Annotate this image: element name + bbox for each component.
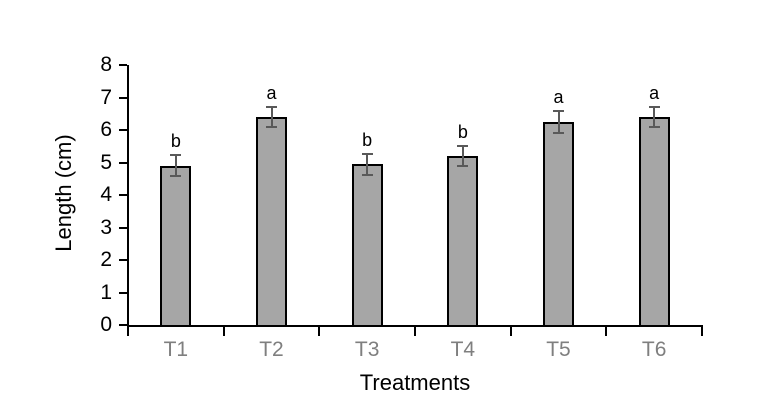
error-bar-bottom-cap [648, 125, 660, 128]
x-axis-tick [222, 327, 225, 336]
significance-letter: b [170, 131, 181, 152]
error-bar [270, 107, 273, 127]
y-axis-tick [119, 96, 127, 99]
y-axis-tick-label: 3 [100, 215, 112, 239]
y-axis-tick-label: 6 [100, 118, 112, 141]
error-bar [461, 145, 464, 167]
x-axis-tick-label: T5 [546, 338, 571, 361]
error-bar [557, 111, 560, 133]
y-axis-tick [119, 194, 127, 196]
y-axis-tick-label: 1 [100, 280, 112, 304]
bar [543, 121, 574, 327]
y-axis-tick-label: 0 [100, 313, 112, 336]
x-axis-tick [127, 327, 129, 336]
y-axis-tick [119, 129, 127, 131]
x-axis-tick-label: T6 [641, 338, 667, 361]
y-axis-tick-label: 2 [100, 248, 112, 271]
error-bar-top-cap [361, 152, 373, 155]
y-axis-tick-label: 4 [100, 183, 112, 206]
error-bar [174, 155, 177, 177]
y-axis-tick-label: 8 [100, 53, 112, 76]
x-axis-tick-label: T3 [354, 338, 380, 361]
x-axis-tick [414, 327, 416, 336]
significance-letter: a [553, 87, 564, 108]
error-bar-bottom-cap [457, 165, 469, 168]
y-axis-tick [119, 226, 127, 229]
y-axis-tick [119, 324, 127, 326]
error-bar-top-cap [170, 154, 182, 157]
x-axis-tick [701, 327, 703, 336]
x-axis-line [127, 325, 703, 327]
bar [256, 117, 287, 327]
error-bar-bottom-cap [170, 175, 182, 178]
significance-letter: b [457, 121, 468, 142]
bar [160, 165, 192, 327]
bar [638, 117, 670, 327]
y-axis-tick [119, 291, 127, 294]
error-bar-top-cap [457, 144, 469, 147]
x-axis-title: Treatments [359, 370, 471, 395]
y-axis-tick [119, 64, 127, 66]
bar [447, 156, 479, 327]
error-bar-bottom-cap [361, 173, 373, 176]
y-axis-line [127, 65, 129, 327]
bar [351, 164, 383, 327]
x-axis-tick-label: T2 [259, 338, 284, 361]
x-axis-tick-label: T1 [163, 338, 189, 361]
significance-letter: b [362, 129, 373, 150]
x-axis-tick-label: T4 [450, 338, 476, 361]
x-axis-tick [318, 327, 321, 336]
significance-letter: a [266, 83, 277, 104]
y-axis-tick [119, 161, 127, 164]
error-bar-top-cap [648, 106, 660, 109]
error-bar [653, 107, 656, 127]
x-axis-tick [605, 327, 608, 336]
significance-letter: a [649, 83, 660, 104]
y-axis-tick-label: 5 [100, 150, 112, 174]
error-bar-bottom-cap [553, 131, 564, 134]
y-axis-title: Length (cm) [51, 134, 76, 252]
y-axis-tick [119, 259, 127, 261]
error-bar-top-cap [266, 106, 277, 109]
x-axis-tick [509, 327, 512, 336]
y-axis-tick-label: 7 [100, 85, 112, 109]
error-bar-bottom-cap [266, 125, 277, 128]
error-bar [366, 153, 369, 175]
error-bar-top-cap [553, 110, 564, 113]
